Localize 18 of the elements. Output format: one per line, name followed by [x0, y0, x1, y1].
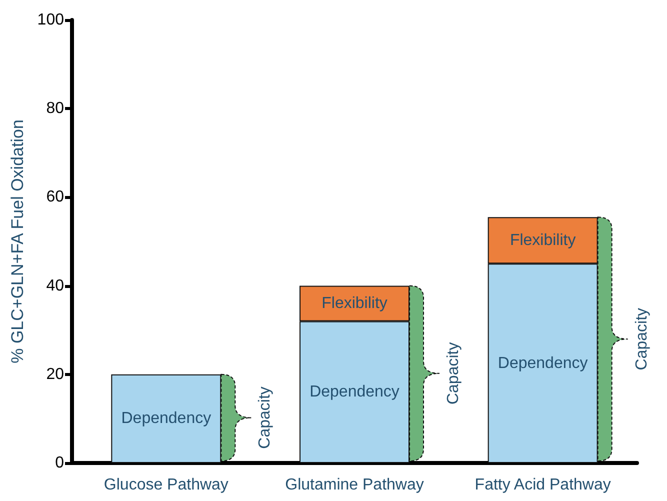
text: Dependency: [498, 354, 588, 372]
y-axis-title: % GLC+GLN+FA Fuel Oxidation: [8, 120, 27, 364]
annotation: Capacity: [445, 342, 462, 405]
y-tick-label: 80: [46, 100, 64, 118]
x-tick-label: Fatty Acid Pathway: [474, 476, 611, 494]
text: Flexibility: [510, 232, 576, 249]
series-label: Flexibility: [322, 295, 388, 312]
x-tick-label: Glucose Pathway: [104, 476, 228, 494]
annotation: Capacity: [256, 386, 274, 449]
y-tick-label: 0: [55, 454, 64, 472]
series-label: Dependency: [121, 410, 212, 428]
text: Dependency: [310, 384, 400, 401]
y-tick-label: 60: [46, 188, 64, 206]
y-tick-label: 100: [37, 12, 64, 28]
y-tick-label: 20: [46, 366, 64, 383]
x-tick-label: Glutamine Pathway: [285, 476, 424, 494]
y-tick-label: 40: [46, 277, 64, 294]
annotation: Capacity: [633, 308, 650, 370]
